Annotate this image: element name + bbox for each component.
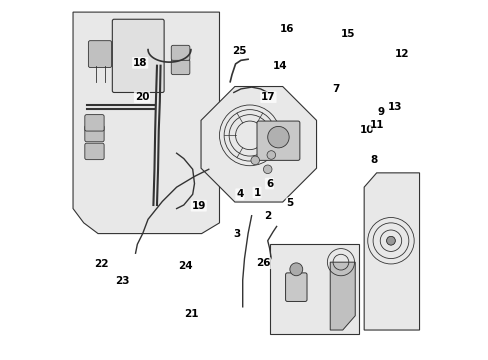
Text: 24: 24 (178, 261, 192, 271)
Text: 19: 19 (191, 201, 205, 211)
Text: 2: 2 (264, 211, 271, 221)
Text: 22: 22 (94, 259, 109, 269)
Polygon shape (201, 86, 316, 202)
Text: 5: 5 (286, 198, 293, 208)
FancyBboxPatch shape (171, 45, 189, 60)
Text: 10: 10 (359, 125, 373, 135)
Polygon shape (364, 173, 419, 330)
Text: 12: 12 (394, 49, 408, 59)
Text: 4: 4 (236, 189, 243, 199)
Text: 11: 11 (369, 120, 384, 130)
Polygon shape (269, 244, 358, 334)
Text: 3: 3 (233, 229, 240, 239)
Text: 1: 1 (253, 188, 260, 198)
Circle shape (266, 151, 275, 159)
Text: 21: 21 (184, 309, 199, 319)
Text: 14: 14 (272, 61, 287, 71)
Polygon shape (329, 262, 354, 330)
Text: 23: 23 (115, 276, 129, 286)
Text: 26: 26 (256, 258, 270, 268)
Text: 15: 15 (340, 28, 355, 39)
Text: 7: 7 (331, 84, 339, 94)
FancyBboxPatch shape (112, 19, 164, 93)
Circle shape (386, 237, 394, 245)
FancyBboxPatch shape (171, 60, 189, 75)
Text: 20: 20 (135, 92, 149, 102)
Circle shape (267, 126, 288, 148)
Text: 16: 16 (280, 24, 294, 34)
Text: 6: 6 (265, 179, 273, 189)
Circle shape (263, 165, 271, 174)
Text: 18: 18 (133, 58, 147, 68)
Text: 13: 13 (387, 102, 402, 112)
Circle shape (289, 263, 302, 276)
FancyBboxPatch shape (84, 125, 104, 142)
FancyBboxPatch shape (285, 273, 306, 301)
FancyBboxPatch shape (84, 114, 104, 131)
Circle shape (250, 156, 259, 165)
Text: 8: 8 (369, 156, 377, 165)
FancyBboxPatch shape (257, 121, 299, 160)
Text: 9: 9 (377, 107, 384, 117)
Text: 17: 17 (261, 92, 275, 102)
Polygon shape (73, 12, 219, 234)
Text: 25: 25 (232, 46, 246, 56)
FancyBboxPatch shape (84, 143, 104, 159)
FancyBboxPatch shape (88, 41, 111, 67)
